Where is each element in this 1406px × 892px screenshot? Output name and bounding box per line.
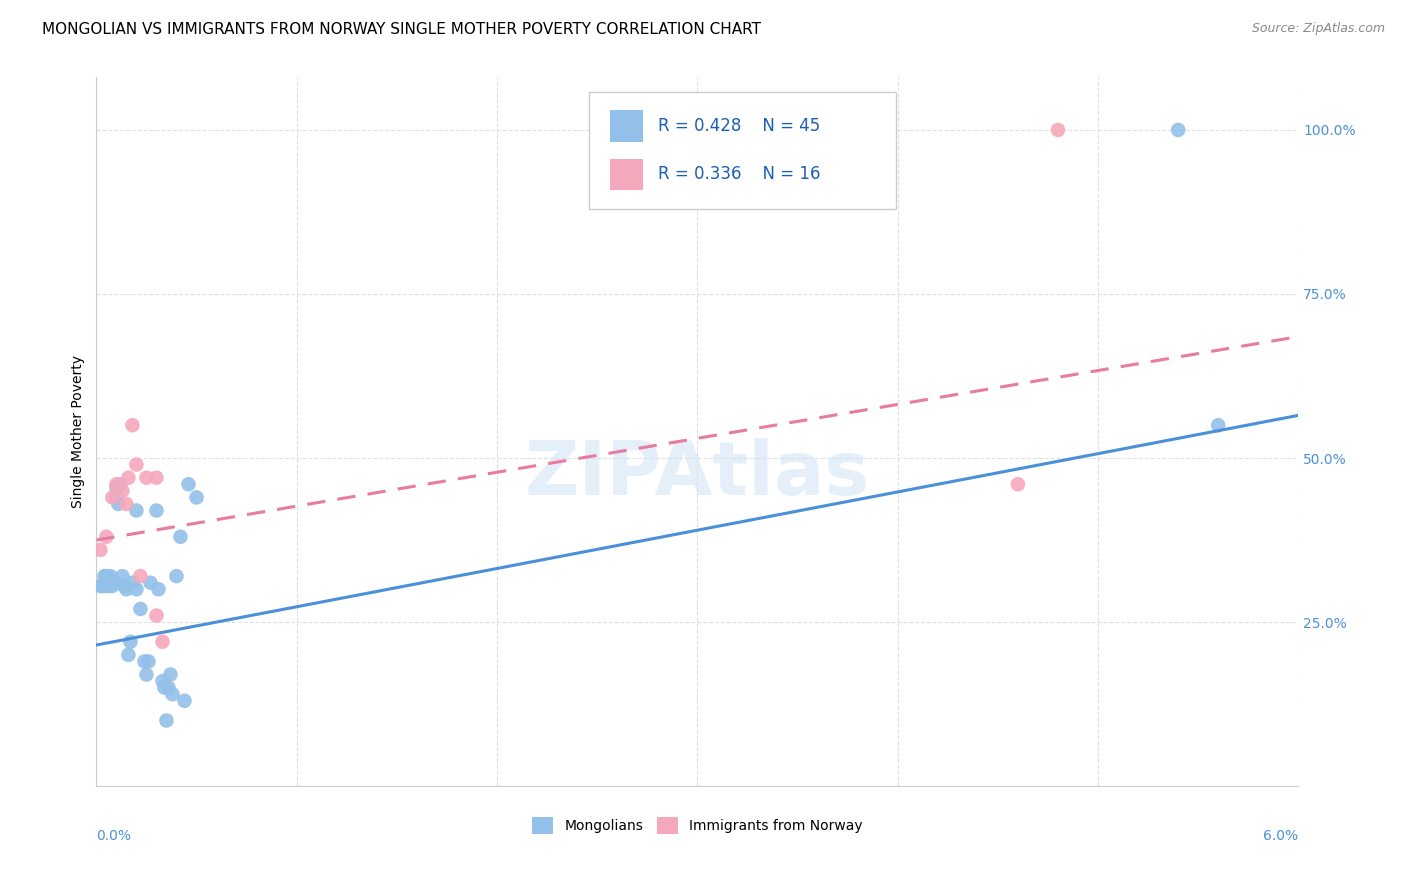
Point (89, 579, 111, 593)
Point (101, 491, 124, 505)
Point (135, 471, 157, 485)
Point (97, 575, 120, 590)
Point (115, 582, 138, 597)
Text: Source: ZipAtlas.com: Source: ZipAtlas.com (1251, 22, 1385, 36)
Legend: Mongolians, Immigrants from Norway: Mongolians, Immigrants from Norway (527, 812, 868, 839)
Point (153, 681, 176, 695)
Text: R = 0.336    N = 16: R = 0.336 N = 16 (658, 165, 820, 183)
Point (89, 542, 111, 557)
Point (1007, 477, 1029, 491)
Point (145, 471, 167, 485)
Point (105, 477, 128, 491)
Point (120, 634, 142, 648)
Point (1167, 123, 1189, 137)
Y-axis label: Single Mother Poverty: Single Mother Poverty (72, 355, 86, 508)
Point (157, 681, 180, 695)
Text: 0.0%: 0.0% (97, 829, 131, 843)
Point (186, 491, 208, 505)
Point (1206, 418, 1229, 433)
Point (97, 579, 120, 593)
Point (125, 582, 148, 597)
Point (129, 602, 152, 616)
Point (155, 714, 177, 728)
Point (111, 483, 134, 498)
Point (105, 481, 128, 495)
Point (129, 569, 152, 583)
Point (112, 579, 135, 593)
Point (125, 503, 148, 517)
Point (103, 575, 125, 590)
Point (177, 477, 200, 491)
Point (93, 575, 115, 590)
Point (121, 575, 143, 590)
Point (166, 569, 188, 583)
Point (125, 458, 148, 472)
Point (139, 575, 162, 590)
Point (105, 491, 128, 505)
Point (91, 579, 114, 593)
Point (117, 648, 139, 662)
Point (134, 655, 156, 669)
Bar (610, 159, 644, 190)
Point (100, 569, 122, 583)
Point (100, 575, 122, 590)
Text: 6.0%: 6.0% (1263, 829, 1298, 843)
Text: R = 0.428    N = 45: R = 0.428 N = 45 (658, 117, 820, 135)
Point (117, 471, 139, 485)
Point (101, 575, 124, 590)
Point (148, 582, 170, 597)
FancyBboxPatch shape (589, 92, 896, 209)
Text: MONGOLIAN VS IMMIGRANTS FROM NORWAY SINGLE MOTHER POVERTY CORRELATION CHART: MONGOLIAN VS IMMIGRANTS FROM NORWAY SING… (42, 22, 761, 37)
Point (162, 687, 184, 701)
Point (111, 569, 134, 583)
Point (159, 667, 181, 681)
Point (145, 503, 167, 517)
Point (96, 530, 118, 544)
Point (152, 634, 174, 648)
Point (107, 497, 129, 511)
Point (121, 418, 143, 433)
Point (110, 477, 132, 491)
Point (169, 530, 191, 544)
Point (115, 497, 138, 511)
Point (1046, 123, 1069, 137)
Point (138, 655, 160, 669)
Point (173, 694, 195, 708)
Point (152, 674, 174, 689)
Point (101, 579, 124, 593)
Point (96, 579, 118, 593)
Bar (610, 111, 644, 142)
Point (96, 569, 118, 583)
Point (93, 569, 115, 583)
Text: ZIPAtlas: ZIPAtlas (524, 438, 870, 511)
Point (135, 667, 157, 681)
Point (145, 608, 167, 623)
